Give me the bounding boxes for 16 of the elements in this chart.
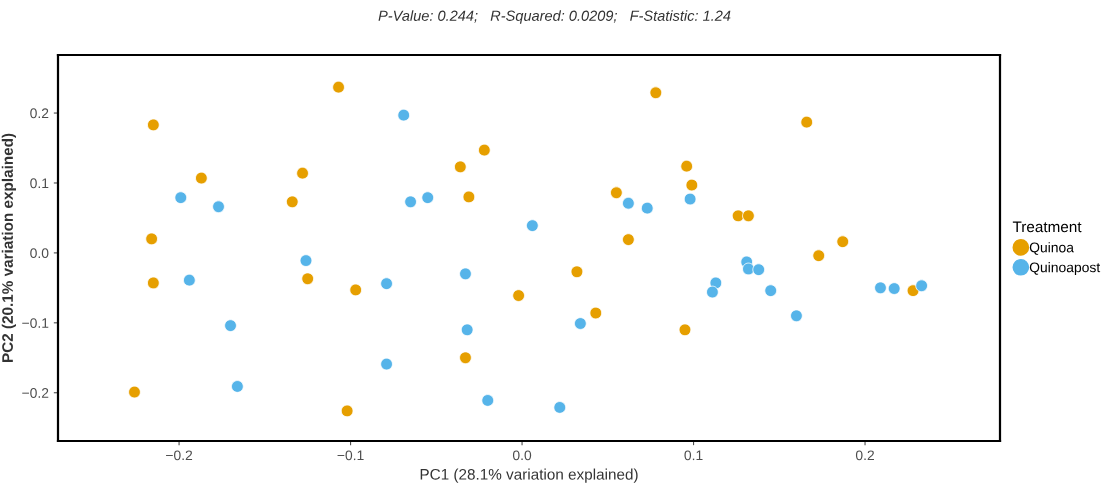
x-tick-label: 0.2 (855, 450, 874, 461)
x-tick-label: −0.2 (166, 450, 193, 461)
y-tick-label: 0.0 (30, 248, 49, 259)
y-axis-title: PC2 (20.1% variation explained) (1, 133, 16, 363)
x-tick-label: −0.1 (337, 450, 364, 461)
chart-title: P-Value: 0.244; R-Squared: 0.0209; F-Statistic: 1.24 (378, 10, 731, 24)
x-axis-title: PC1 (28.1% variation explained) (420, 468, 638, 483)
legend-label: Quinoa (1029, 242, 1074, 255)
legend-title: Treatment (1012, 221, 1082, 233)
y-tick-label: 0.2 (30, 108, 49, 119)
y-tick-label: −0.2 (22, 388, 49, 398)
x-tick-label: 0.1 (684, 450, 703, 461)
y-tick-label: −0.1 (22, 318, 49, 328)
legend-label: Quinoapost (1029, 262, 1101, 276)
y-tick-label: 0.1 (30, 178, 49, 189)
x-tick-label: 0.0 (512, 450, 532, 461)
